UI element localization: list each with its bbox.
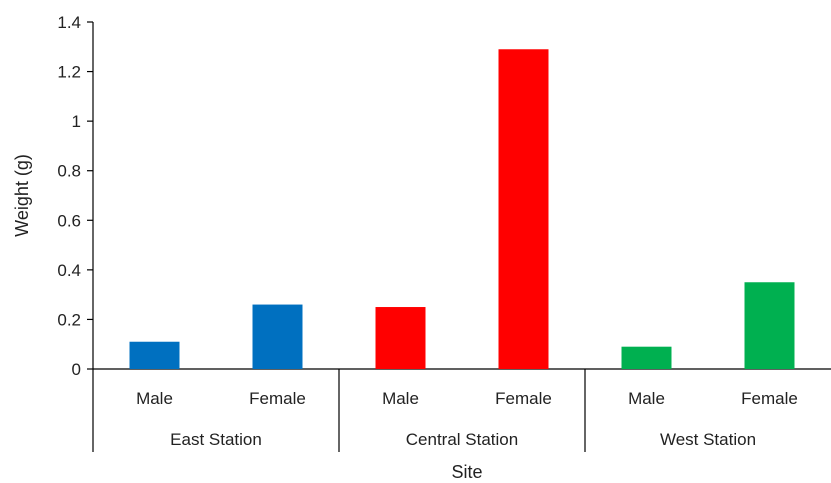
x-group-label: West Station <box>660 430 756 449</box>
chart-marks: 0 0.2 0.4 0.6 0.8 1 1.2 1.4 Male Female East Stati… <box>57 13 831 452</box>
bar <box>252 304 303 369</box>
y-axis-title: Weight (g) <box>12 154 32 237</box>
bar <box>129 341 180 369</box>
x-category-label: Female <box>741 389 798 408</box>
y-tick-label: 0.2 <box>57 310 81 329</box>
bar <box>744 282 795 369</box>
x-category-label: Male <box>136 389 173 408</box>
x-category-label: Male <box>382 389 419 408</box>
bar <box>375 307 426 369</box>
x-axis-title: Site <box>451 462 482 482</box>
y-tick-label: 0 <box>72 360 81 379</box>
y-tick-label: 0.8 <box>57 162 81 181</box>
y-tick-label: 1 <box>72 112 81 131</box>
y-tick-label: 0.6 <box>57 211 81 230</box>
x-group-label: Central Station <box>406 430 518 449</box>
x-category-label: Female <box>495 389 552 408</box>
bar <box>498 49 549 370</box>
bar <box>621 346 672 369</box>
x-category-label: Male <box>628 389 665 408</box>
y-tick-label: 0.4 <box>57 261 81 280</box>
y-tick-label: 1.2 <box>57 63 81 82</box>
y-tick-label: 1.4 <box>57 13 81 32</box>
x-group-label: East Station <box>170 430 262 449</box>
x-category-label: Female <box>249 389 306 408</box>
